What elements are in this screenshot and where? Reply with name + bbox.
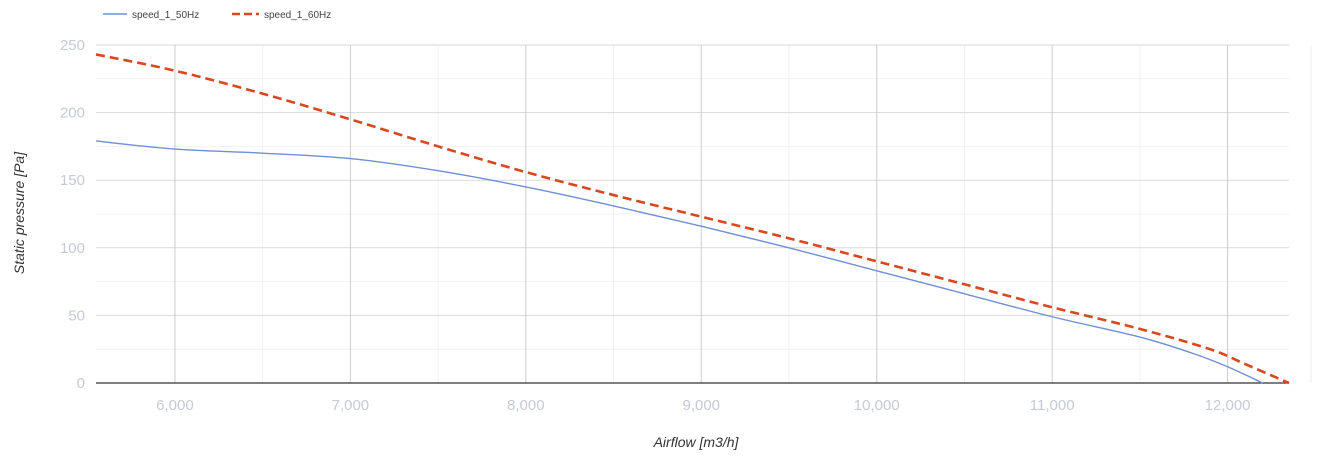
legend-label-1: speed_1_50Hz bbox=[132, 10, 199, 21]
x-tick-label: 6,000 bbox=[156, 397, 194, 414]
x-tick-label: 8,000 bbox=[507, 397, 545, 414]
legend-item-1[interactable]: speed_1_50Hz bbox=[103, 10, 199, 21]
x-tick-label: 9,000 bbox=[682, 397, 720, 414]
y-tick-label: 200 bbox=[60, 105, 85, 122]
x-tick-label: 7,000 bbox=[332, 397, 370, 414]
x-tick-label: 10,000 bbox=[854, 397, 900, 414]
legend-label-2: speed_1_60Hz bbox=[264, 10, 331, 21]
y-tick-label: 0 bbox=[77, 375, 85, 392]
y-axis-title: Static pressure [Pa] bbox=[11, 151, 27, 274]
x-tick-label: 11,000 bbox=[1030, 397, 1075, 414]
x-tick-label: 12,000 bbox=[1205, 397, 1251, 414]
y-tick-label: 50 bbox=[68, 307, 85, 324]
series-line-1[interactable] bbox=[95, 140, 1263, 384]
tick-labels: 0 50 100 150 200 250 6,000 7,000 8,000 9,000 10,00… bbox=[60, 37, 1251, 414]
x-axis-title: Airflow [m3/h] bbox=[653, 434, 740, 450]
series-line-2[interactable] bbox=[95, 53, 1290, 385]
y-tick-label: 100 bbox=[60, 240, 85, 257]
y-tick-label: 250 bbox=[60, 37, 85, 54]
legend: speed_1_50Hz speed_1_60Hz bbox=[103, 10, 331, 21]
y-tick-label: 150 bbox=[60, 172, 85, 189]
series-lines bbox=[95, 53, 1290, 385]
grid bbox=[96, 44, 1312, 383]
legend-item-2[interactable]: speed_1_60Hz bbox=[232, 10, 331, 21]
